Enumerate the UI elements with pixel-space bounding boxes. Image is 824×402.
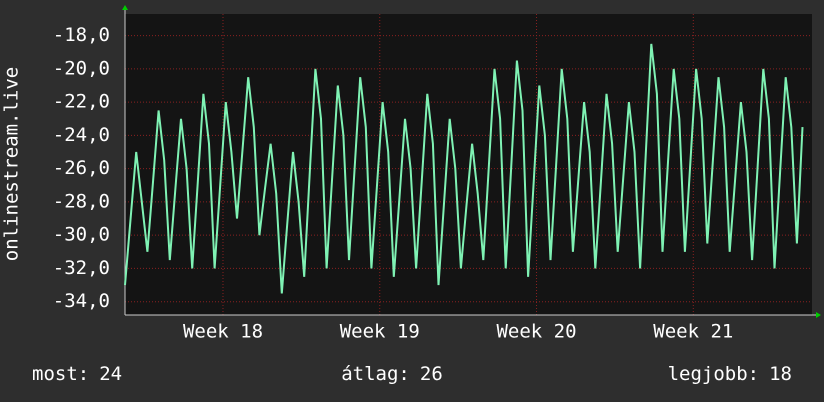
y-tick-label: -22,0 bbox=[53, 91, 110, 113]
y-tick-label: -24,0 bbox=[53, 124, 110, 146]
y-tick-label: -32,0 bbox=[53, 257, 110, 279]
y-axis-arrow bbox=[122, 5, 128, 10]
summary-value: 26 bbox=[420, 363, 443, 385]
x-tick-label: Week 18 bbox=[183, 321, 263, 343]
x-tick-label: Week 19 bbox=[340, 321, 420, 343]
y-axis-label: onlinestream.live bbox=[1, 67, 23, 261]
summary-item: átlag: 26 bbox=[341, 363, 443, 385]
y-tick-label: -28,0 bbox=[53, 190, 110, 212]
x-tick-label: Week 21 bbox=[653, 321, 733, 343]
y-tick-label: -34,0 bbox=[53, 290, 110, 312]
y-tick-label: -18,0 bbox=[53, 24, 110, 46]
summary-value: 24 bbox=[99, 363, 122, 385]
y-tick-label: -30,0 bbox=[53, 224, 110, 246]
x-axis-arrow bbox=[816, 312, 821, 318]
summary-label: átlag: bbox=[341, 363, 410, 385]
y-tick-label: -20,0 bbox=[53, 57, 110, 79]
y-tick-label: -26,0 bbox=[53, 157, 110, 179]
x-tick-label: Week 20 bbox=[496, 321, 576, 343]
summary-value: 18 bbox=[769, 363, 792, 385]
summary-label: legjobb: bbox=[668, 363, 760, 385]
data-line bbox=[124, 43, 804, 294]
summary-label: most: bbox=[32, 363, 89, 385]
summary-item: legjobb: 18 bbox=[668, 363, 792, 385]
summary-item: most: 24 bbox=[32, 363, 122, 385]
plot-area bbox=[125, 14, 812, 315]
